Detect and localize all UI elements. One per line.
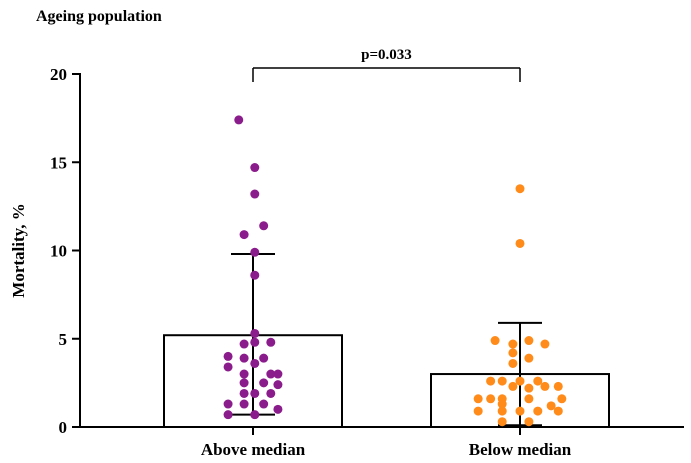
significance-annotation: p=0.033 — [252, 47, 521, 82]
data-point — [508, 358, 518, 368]
data-point — [259, 353, 269, 363]
data-point — [490, 336, 500, 346]
data-point — [524, 383, 534, 393]
y-tick-label: 5 — [59, 330, 68, 349]
data-point — [259, 378, 269, 388]
data-point — [239, 378, 249, 388]
data-point — [250, 247, 260, 257]
chart-title: Ageing population — [36, 8, 162, 25]
data-point — [486, 394, 496, 404]
data-point — [497, 417, 507, 427]
data-point — [250, 163, 260, 173]
data-point — [508, 339, 518, 349]
data-point — [250, 328, 260, 338]
data-point — [497, 399, 507, 409]
data-point — [234, 115, 244, 125]
data-point — [553, 381, 563, 391]
data-point — [497, 376, 507, 386]
data-point — [223, 351, 233, 361]
data-point — [524, 336, 534, 346]
data-point — [239, 388, 249, 398]
y-tick-label: 10 — [50, 242, 67, 261]
data-point — [533, 376, 543, 386]
data-point — [239, 399, 249, 409]
data-point — [259, 221, 269, 231]
data-point — [473, 394, 483, 404]
data-points — [223, 115, 567, 427]
data-point — [239, 353, 249, 363]
data-point — [515, 238, 525, 248]
y-tick-label: 15 — [50, 153, 67, 172]
data-point — [515, 376, 525, 386]
data-point — [524, 394, 534, 404]
data-point — [239, 230, 249, 240]
data-point — [250, 189, 260, 199]
data-point — [524, 353, 534, 363]
data-point — [239, 339, 249, 349]
data-point — [223, 410, 233, 420]
data-point — [508, 381, 518, 391]
data-point — [250, 358, 260, 368]
data-point — [250, 388, 260, 398]
data-point — [266, 369, 276, 379]
data-point — [239, 369, 249, 379]
data-point — [486, 376, 496, 386]
data-point — [497, 406, 507, 416]
data-point — [540, 381, 550, 391]
data-point — [508, 348, 518, 358]
data-point — [250, 410, 260, 420]
data-point — [223, 362, 233, 372]
data-point — [557, 394, 567, 404]
data-point — [250, 337, 260, 347]
y-axis-label: Mortality, % — [9, 203, 28, 297]
data-point — [266, 388, 276, 398]
data-point — [524, 417, 534, 427]
p-value-label: p=0.033 — [361, 47, 412, 63]
data-point — [273, 380, 283, 390]
data-point — [515, 406, 525, 416]
data-point — [553, 406, 563, 416]
data-point — [250, 270, 260, 280]
data-point — [266, 337, 276, 347]
data-point — [273, 404, 283, 414]
x-tick-label: Above median — [201, 440, 306, 458]
x-tick-label: Below median — [469, 440, 572, 458]
y-tick-label: 0 — [59, 418, 68, 437]
y-tick-label: 20 — [50, 65, 67, 84]
data-point — [259, 399, 269, 409]
data-point — [223, 399, 233, 409]
data-point — [546, 401, 556, 411]
data-point — [515, 184, 525, 194]
data-point — [273, 369, 283, 379]
data-point — [540, 339, 550, 349]
data-point — [533, 406, 543, 416]
data-point — [473, 406, 483, 416]
